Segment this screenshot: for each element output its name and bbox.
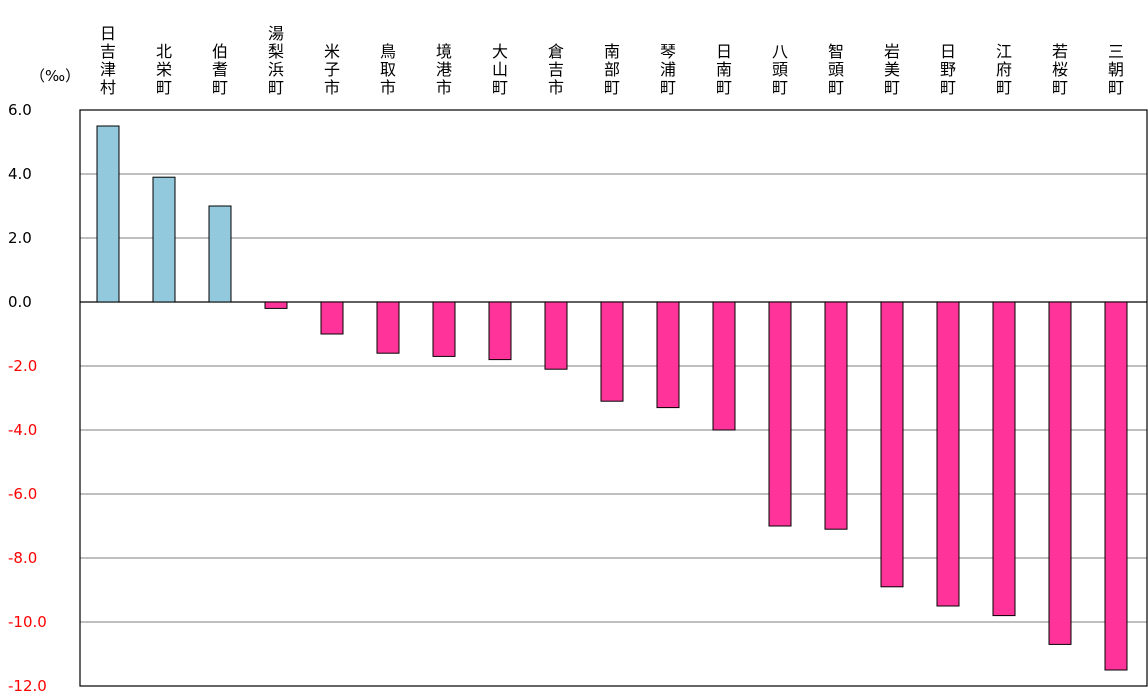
bar-八頭町 <box>768 301 792 527</box>
bar-湯梨浜町 <box>264 301 288 309</box>
category-label: 八頭町 <box>772 42 788 97</box>
category-label: 琴浦町 <box>660 42 676 97</box>
category-label: 江府町 <box>996 42 1012 97</box>
y-tick-label: -2.0 <box>8 357 37 375</box>
y-tick-label: -8.0 <box>8 549 37 567</box>
category-label: 智頭町 <box>828 42 844 97</box>
bar-岩美町 <box>880 301 904 588</box>
category-label: 米子市 <box>324 42 340 97</box>
category-label: 若桜町 <box>1052 42 1068 97</box>
y-tick-label: 0.0 <box>8 293 32 311</box>
category-label: 日吉津村 <box>100 24 116 97</box>
y-tick-label: 2.0 <box>8 229 32 247</box>
y-tick-label: -4.0 <box>8 421 37 439</box>
category-label: 日南町 <box>716 42 732 97</box>
bars <box>96 125 1128 671</box>
category-label: 北栄町 <box>156 42 172 97</box>
y-tick-label: 6.0 <box>8 101 32 119</box>
bar-江府町 <box>992 301 1016 617</box>
category-label: 岩美町 <box>884 42 900 97</box>
bar-米子市 <box>320 301 344 335</box>
bar-智頭町 <box>824 301 848 530</box>
y-tick-label: -10.0 <box>8 613 47 631</box>
x-axis-categories: 日吉津村 北栄町 伯耆町 湯梨浜町 米子市 鳥取市 境港市 大山町 倉吉市 南部町 琴浦町 日南町 八頭… <box>100 24 1124 97</box>
category-label: 鳥取市 <box>380 42 396 97</box>
bar-北栄町 <box>152 176 176 303</box>
bar-境港市 <box>432 301 456 357</box>
y-tick-label: 4.0 <box>8 165 32 183</box>
y-axis-ticks: 6.0 4.0 2.0 0.0 -2.0 -4.0 -6.0 -8.0 -10.0 -12.0 <box>8 101 47 695</box>
bar-若桜町 <box>1048 301 1072 645</box>
bar-三朝町 <box>1104 301 1128 671</box>
bar-日南町 <box>712 301 736 431</box>
bar-鳥取市 <box>376 301 400 354</box>
bar-日吉津村 <box>96 125 120 303</box>
category-label: 伯耆町 <box>212 42 228 97</box>
unit-label: （‰） <box>30 67 80 85</box>
category-label: 三朝町 <box>1108 42 1124 97</box>
bar-日野町 <box>936 301 960 607</box>
category-label: 境港市 <box>436 42 452 97</box>
bar-大山町 <box>488 301 512 361</box>
bar-倉吉市 <box>544 301 568 370</box>
plot-border <box>79 109 1148 687</box>
category-label: 倉吉市 <box>548 42 564 97</box>
y-tick-label: -12.0 <box>8 677 47 695</box>
plot-frame <box>79 109 1148 687</box>
category-label: 湯梨浜町 <box>268 24 284 97</box>
category-label: 大山町 <box>492 42 508 97</box>
bar-南部町 <box>600 301 624 402</box>
bar-伯耆町 <box>208 205 232 303</box>
y-tick-label: -6.0 <box>8 485 37 503</box>
category-label: 日野町 <box>940 42 956 97</box>
category-label: 南部町 <box>604 42 620 97</box>
bar-琴浦町 <box>656 301 680 409</box>
